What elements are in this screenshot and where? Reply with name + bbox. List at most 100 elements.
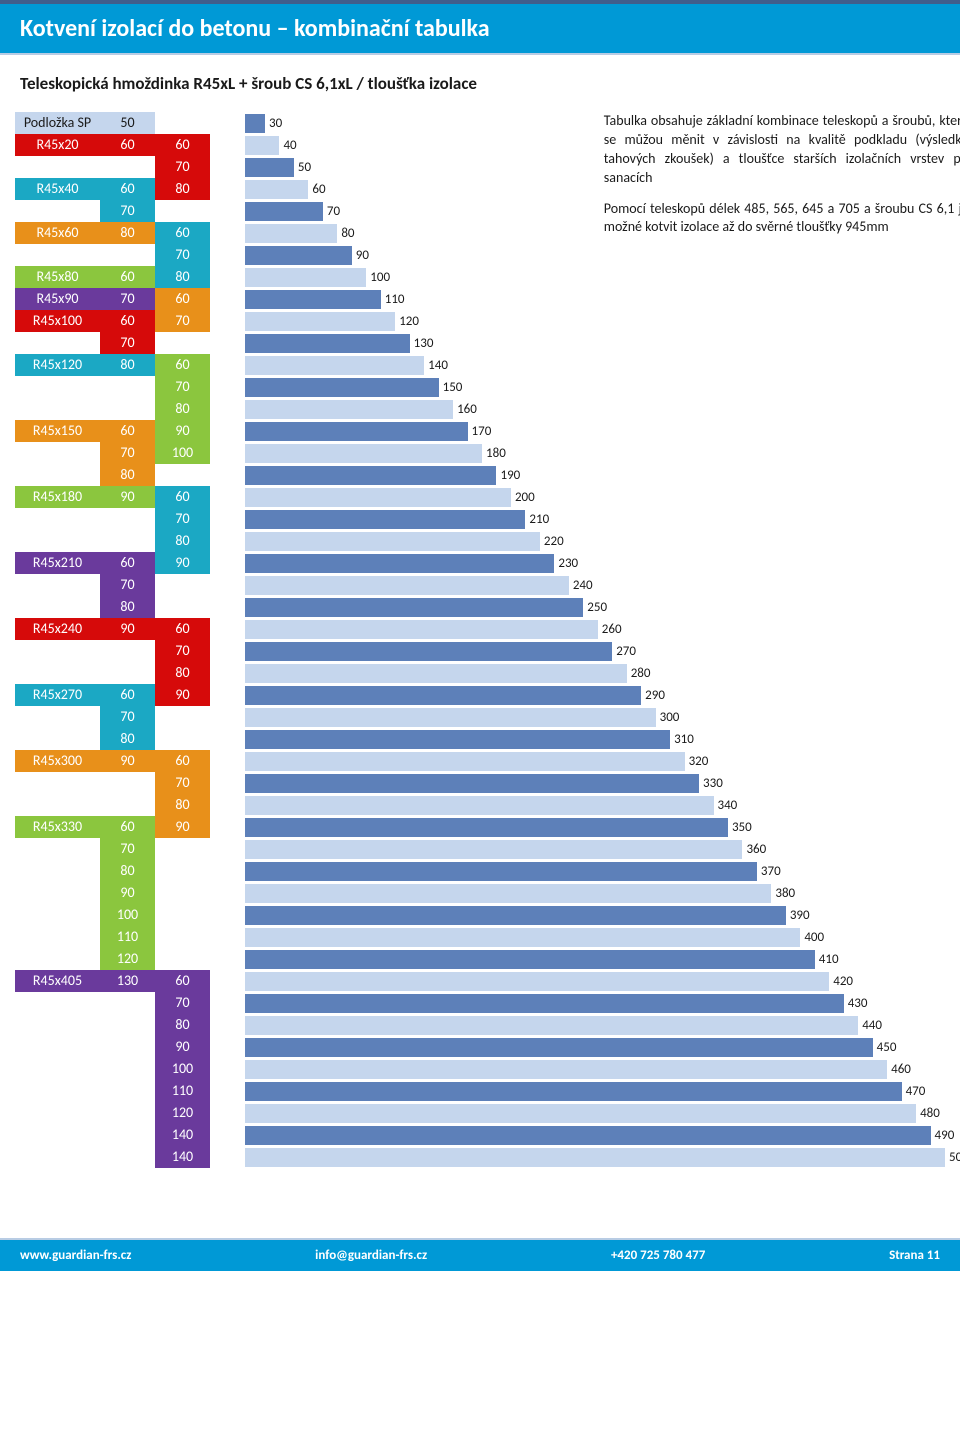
table-cell	[155, 464, 210, 486]
table-cell	[100, 1014, 155, 1036]
table-cell	[15, 948, 100, 970]
table-cell: 80	[155, 266, 210, 288]
bar-row: 180	[245, 442, 960, 464]
bar-label: 110	[385, 292, 405, 307]
table-cell	[15, 1058, 100, 1080]
table-cell: 90	[100, 750, 155, 772]
table-cell	[155, 926, 210, 948]
bar-row: 330	[245, 772, 960, 794]
bar-label: 160	[457, 402, 477, 417]
table-cell	[100, 1102, 155, 1124]
bar	[245, 664, 627, 683]
bar-label: 450	[877, 1040, 897, 1055]
bar-label: 250	[587, 600, 607, 615]
table-cell: 70	[155, 992, 210, 1014]
bar	[245, 356, 424, 375]
table-cell	[155, 904, 210, 926]
bar-label: 400	[804, 930, 824, 945]
bar-row: 170	[245, 420, 960, 442]
bar	[245, 554, 554, 573]
table-col-labels: Podložka SPR45x20R45x40R45x60R45x80R45x9…	[15, 112, 100, 1168]
bar-label: 240	[573, 578, 593, 593]
table-cell	[155, 948, 210, 970]
bar-row: 190	[245, 464, 960, 486]
table-cell	[155, 112, 210, 134]
table-cell	[15, 596, 100, 618]
table-cell	[15, 508, 100, 530]
table-cell: R45x300	[15, 750, 100, 772]
table-cell	[100, 662, 155, 684]
table-cell: 60	[155, 970, 210, 992]
bar-row: 480	[245, 1102, 960, 1124]
table-cell: 140	[155, 1124, 210, 1146]
table-cell	[155, 728, 210, 750]
bar-label: 150	[443, 380, 463, 395]
table-cell: R45x240	[15, 618, 100, 640]
table-cell: 100	[155, 442, 210, 464]
bar-row: 290	[245, 684, 960, 706]
bar-label: 380	[775, 886, 795, 901]
bar-label: 140	[428, 358, 448, 373]
table-cell: 90	[155, 684, 210, 706]
footer-page: Strana 11	[889, 1248, 940, 1263]
table-cell	[15, 860, 100, 882]
table-cell: 80	[155, 398, 210, 420]
table-cell	[155, 596, 210, 618]
bar-label: 330	[703, 776, 723, 791]
table-cell	[100, 1080, 155, 1102]
table-cell: 70	[100, 706, 155, 728]
table-cell: 100	[100, 904, 155, 926]
table-cell: R45x405	[15, 970, 100, 992]
table-cell: 60	[100, 552, 155, 574]
bar-label: 430	[848, 996, 868, 1011]
table-cell: 70	[155, 772, 210, 794]
table-col-values1: 5060607080607060708060708090607080906070…	[100, 112, 155, 1168]
bar-row: 460	[245, 1058, 960, 1080]
table-cell: 70	[155, 640, 210, 662]
bar-label: 80	[341, 226, 354, 241]
bar	[245, 378, 439, 397]
bar	[245, 598, 583, 617]
bar	[245, 884, 771, 903]
bar-label: 70	[327, 204, 340, 219]
table-cell: R45x20	[15, 134, 100, 156]
bar-label: 490	[935, 1128, 955, 1143]
bar-label: 30	[269, 116, 282, 131]
bar-row: 150	[245, 376, 960, 398]
bar-label: 270	[616, 644, 636, 659]
table-cell	[15, 1102, 100, 1124]
table-cell: 80	[100, 596, 155, 618]
bar-label: 460	[891, 1062, 911, 1077]
bar	[245, 268, 366, 287]
bar	[245, 400, 453, 419]
bar-label: 40	[283, 138, 296, 153]
bar-label: 470	[906, 1084, 926, 1099]
bar	[245, 1060, 887, 1079]
bar-row: 200	[245, 486, 960, 508]
table-cell	[15, 992, 100, 1014]
table-cell: 90	[100, 486, 155, 508]
bar	[245, 1148, 945, 1167]
table-cell	[15, 376, 100, 398]
table-cell: 70	[155, 244, 210, 266]
table-cell: 60	[100, 816, 155, 838]
table-cell: 110	[100, 926, 155, 948]
bar	[245, 1082, 902, 1101]
bar-label: 350	[732, 820, 752, 835]
table-cell	[100, 1036, 155, 1058]
table-cell	[100, 398, 155, 420]
table-cell	[15, 1080, 100, 1102]
table-cell: 80	[155, 794, 210, 816]
table-cell: 80	[155, 1014, 210, 1036]
bar	[245, 642, 612, 661]
table-cell	[155, 706, 210, 728]
table-cell: 80	[155, 662, 210, 684]
bar-label: 200	[515, 490, 535, 505]
table-cell	[155, 200, 210, 222]
table-cell	[15, 794, 100, 816]
table-cell: 60	[100, 420, 155, 442]
table-cell	[100, 508, 155, 530]
table-cell: 70	[100, 442, 155, 464]
table-cell	[15, 332, 100, 354]
bar	[245, 1104, 916, 1123]
